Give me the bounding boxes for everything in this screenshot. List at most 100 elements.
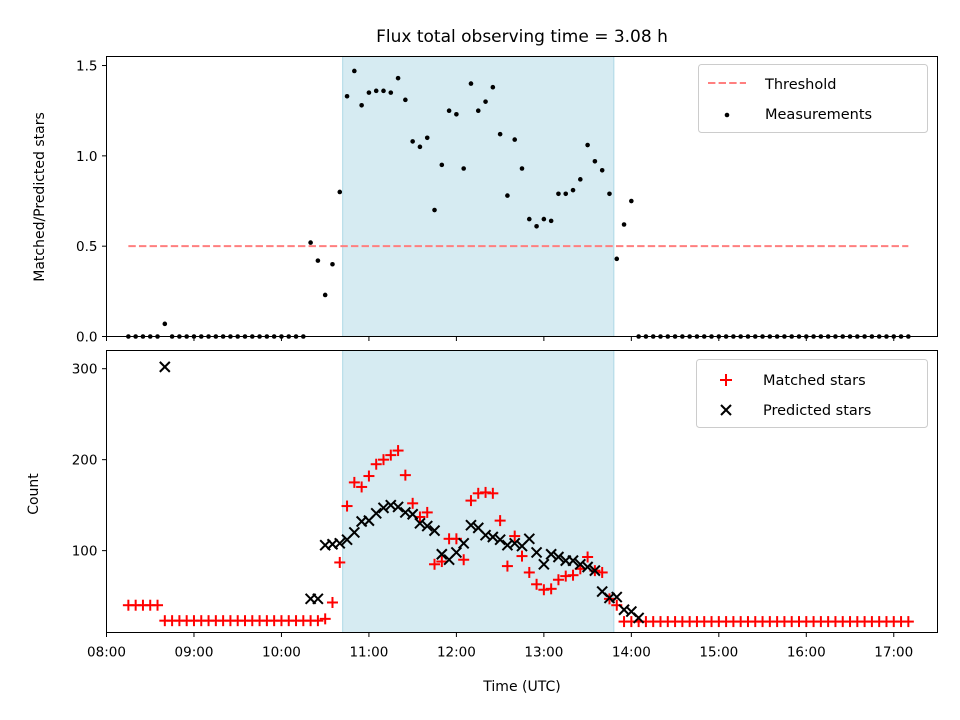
predicted-star-point [312, 593, 324, 605]
matched-stars-points [122, 445, 914, 628]
x-axis-label: Time (UTC) [482, 679, 560, 695]
predicted-star-point [334, 537, 346, 550]
measurement-point [439, 162, 445, 168]
matched-star-point [509, 530, 521, 542]
measurement-point [621, 222, 627, 227]
matched-star-point [421, 506, 433, 518]
measurement-point [505, 193, 510, 198]
star-count-y-axis-label: Count [26, 473, 42, 515]
y-tick-label: 1.5 [76, 59, 97, 75]
predicted-star-point [589, 564, 601, 577]
measurement-point [352, 68, 357, 74]
predicted-star-point [370, 507, 382, 520]
y-tick-label: 300 [72, 362, 98, 378]
predicted-star-point [487, 531, 499, 543]
measurement-point [475, 108, 481, 113]
flux-ratio-legend: Threshold Measurements [698, 64, 928, 133]
matched-star-point [348, 476, 360, 488]
flux-ratio-axes-frame [106, 56, 938, 337]
measurement-point [395, 75, 401, 81]
measurement-point [322, 292, 328, 298]
predicted-star-point [377, 502, 390, 514]
measurement-point [388, 90, 394, 95]
measurement-point [403, 97, 408, 103]
measurement-point [512, 137, 518, 142]
flux-ratio-panel: 0.0 0.5 1.0 1.5 Matched/Predicted stars Thr… [32, 56, 938, 346]
measurement-point [344, 93, 350, 99]
x-tick-label: 09:00 [175, 645, 214, 661]
predicted-star-point [465, 519, 477, 531]
matched-star-point [596, 566, 608, 578]
legend-threshold-label: Threshold [764, 77, 836, 93]
matched-star-point [582, 551, 594, 563]
measurement-point [337, 189, 343, 195]
x-tick-label: 10:00 [262, 645, 301, 661]
measurement-point [578, 177, 583, 182]
matched-star-point [392, 445, 404, 457]
matched-star-point [407, 497, 419, 509]
x-tick-label: 11:00 [349, 645, 388, 661]
x-tick-label: 08:00 [87, 645, 126, 661]
matched-star-point [429, 558, 441, 570]
measurement-point [359, 102, 364, 108]
flux-ratio-observing-span [342, 56, 615, 337]
predicted-star-point [421, 520, 433, 532]
measurement-point [483, 99, 488, 104]
measurement-point [519, 166, 525, 171]
matched-star-point [319, 613, 331, 625]
predicted-star-point [392, 501, 404, 513]
predicted-star-point [567, 554, 579, 567]
measurement-points [126, 68, 911, 339]
x-tick-label: 14:00 [612, 645, 651, 661]
predicted-star-point [545, 548, 557, 560]
matched-star-point [501, 560, 513, 572]
matched-star-point [334, 556, 346, 568]
y-tick-label: 1.0 [76, 149, 97, 165]
predicted-star-point [632, 612, 645, 624]
predicted-star-point [450, 546, 463, 559]
predicted-star-point [348, 526, 361, 539]
matched-star-point [545, 583, 557, 595]
predicted-star-point [414, 517, 426, 530]
measurement-point [381, 88, 386, 94]
predicted-star-point [581, 561, 594, 573]
matched-star-point [356, 481, 368, 493]
matched-star-point [378, 454, 389, 466]
measurement-point [417, 144, 423, 150]
matched-star-point [370, 458, 382, 470]
y-tick-label: 100 [72, 544, 98, 560]
star-count-panel: 100 200 300 08:00 09:00 10:00 11:00 12:00 13:00… [26, 350, 938, 695]
measurement-point [556, 191, 561, 197]
star-count-y-ticks: 100 200 300 [72, 362, 107, 560]
legend-measurements-label: Measurements [765, 107, 872, 123]
legend-predicted-label: Predicted stars [763, 403, 871, 419]
predicted-star-point [436, 548, 448, 560]
predicted-star-point [457, 537, 470, 550]
measurement-point [585, 142, 590, 148]
measurement-point [315, 258, 321, 263]
measurement-point [308, 240, 313, 245]
measurement-point [366, 90, 372, 95]
predicted-star-point [538, 558, 550, 570]
matched-star-point [312, 615, 324, 627]
measurement-point [461, 166, 466, 171]
measurement-point [629, 198, 634, 204]
matched-star-point [341, 500, 353, 512]
flux-ratio-y-ticks: 0.0 0.5 1.0 1.5 [76, 59, 107, 346]
measurement-point [373, 88, 379, 94]
measurement-point [432, 207, 437, 213]
matched-star-point [465, 495, 477, 507]
matched-star-point [494, 515, 506, 527]
predicted-star-point [574, 558, 587, 570]
measurement-point [614, 256, 620, 262]
predicted-star-point [530, 546, 543, 559]
measurement-point [446, 108, 452, 113]
matched-star-point [552, 574, 564, 586]
matched-star-point [458, 554, 470, 566]
measurement-point [526, 216, 532, 222]
measurement-point [592, 158, 598, 164]
measurement-point [468, 81, 474, 86]
matched-star-point [152, 599, 164, 611]
star-count-legend-box [696, 359, 928, 428]
